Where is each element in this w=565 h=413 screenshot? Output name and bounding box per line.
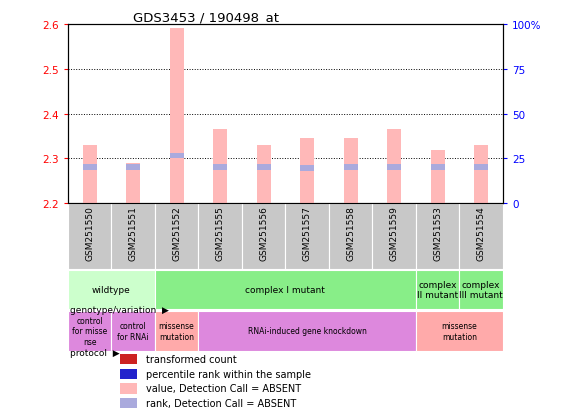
Bar (198, 311, 416, 351)
Text: GSM251558: GSM251558 (346, 206, 355, 261)
Bar (126, 165, 140, 170)
Bar (387, 165, 401, 170)
Text: GSM251557: GSM251557 (303, 206, 311, 261)
Text: missense
mutation: missense mutation (441, 321, 477, 341)
Text: control
for RNAi: control for RNAi (118, 321, 149, 341)
Text: GSM251550: GSM251550 (85, 206, 94, 261)
Bar (242, 204, 285, 270)
Text: wildtype: wildtype (92, 285, 131, 294)
Text: transformed count: transformed count (146, 354, 237, 364)
Text: RNAi-induced gene knockdown: RNAi-induced gene knockdown (247, 327, 367, 336)
Bar (474, 146, 488, 204)
Bar (155, 204, 198, 270)
Text: rank, Detection Call = ABSENT: rank, Detection Call = ABSENT (146, 398, 297, 408)
Text: missense
mutation: missense mutation (159, 321, 194, 341)
Bar (213, 130, 227, 204)
Bar (68, 204, 111, 270)
Bar (416, 204, 459, 270)
Text: protocol  ▶: protocol ▶ (70, 348, 120, 357)
Bar (198, 204, 242, 270)
Bar (431, 150, 445, 204)
Bar (155, 271, 416, 309)
Bar (120, 369, 137, 379)
Bar (416, 311, 503, 351)
Bar (285, 204, 329, 270)
Bar (329, 204, 372, 270)
Bar (257, 146, 271, 204)
Bar (213, 165, 227, 170)
Bar (474, 165, 488, 170)
Text: percentile rank within the sample: percentile rank within the sample (146, 369, 311, 379)
Bar (120, 398, 137, 408)
Bar (170, 29, 184, 204)
Bar (82, 146, 97, 204)
Text: genotype/variation  ▶: genotype/variation ▶ (70, 305, 169, 314)
Text: complex
III mutant: complex III mutant (459, 280, 503, 299)
Text: control
for misse
nse: control for misse nse (72, 316, 107, 346)
Bar (344, 165, 358, 170)
Bar (372, 204, 416, 270)
Text: GSM251554: GSM251554 (477, 206, 485, 261)
Bar (120, 354, 137, 364)
Bar (387, 130, 401, 204)
Text: GSM251556: GSM251556 (259, 206, 268, 261)
Text: complex I mutant: complex I mutant (245, 285, 325, 294)
Text: GDS3453 / 190498_at: GDS3453 / 190498_at (133, 11, 279, 24)
Bar (459, 271, 503, 309)
Bar (111, 204, 155, 270)
Bar (257, 165, 271, 170)
Text: GSM251552: GSM251552 (172, 206, 181, 261)
Bar (431, 165, 445, 170)
Text: GSM251553: GSM251553 (433, 206, 442, 261)
Bar (300, 166, 314, 171)
Text: GSM251555: GSM251555 (216, 206, 224, 261)
Text: GSM251551: GSM251551 (129, 206, 137, 261)
Bar (120, 383, 137, 394)
Bar (82, 165, 97, 170)
Bar (68, 311, 111, 351)
Bar (459, 204, 503, 270)
Text: complex
II mutant: complex II mutant (417, 280, 458, 299)
Text: GSM251559: GSM251559 (390, 206, 398, 261)
Bar (126, 164, 140, 204)
Bar (170, 154, 184, 159)
Bar (300, 139, 314, 204)
Bar (416, 271, 459, 309)
Bar (155, 311, 198, 351)
Bar (344, 139, 358, 204)
Bar (111, 311, 155, 351)
Text: value, Detection Call = ABSENT: value, Detection Call = ABSENT (146, 384, 301, 394)
Bar (68, 271, 155, 309)
